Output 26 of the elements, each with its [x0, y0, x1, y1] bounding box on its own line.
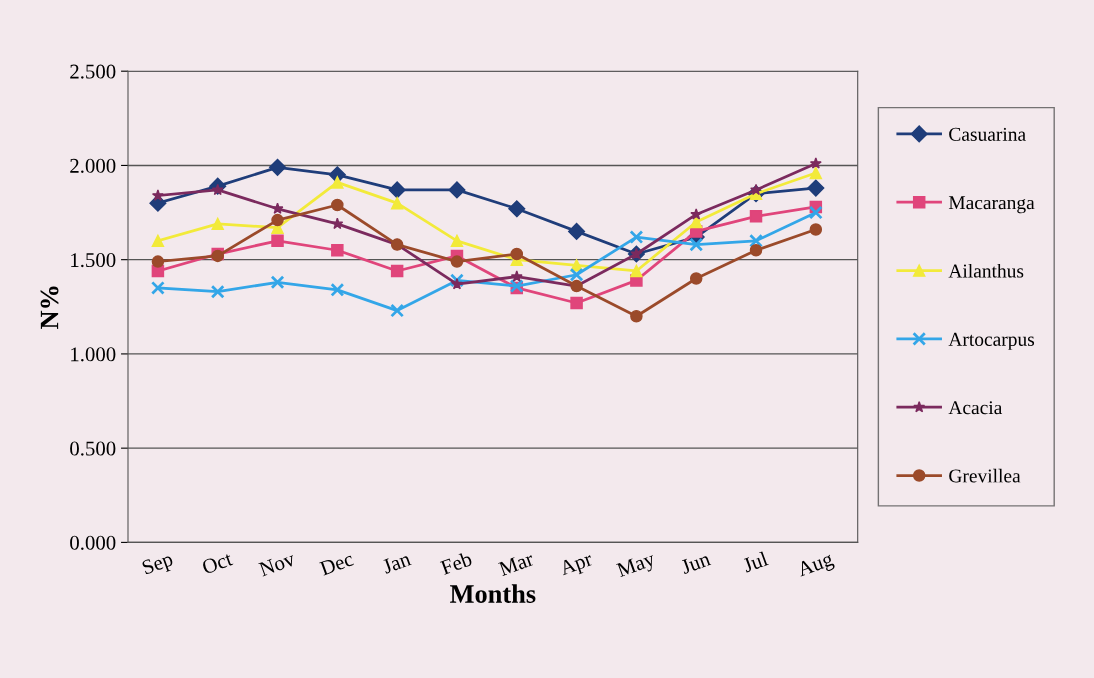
x-tick-label: Nov	[258, 551, 297, 577]
x-tick-label: Aug	[796, 551, 836, 581]
legend-label: Ailanthus	[948, 263, 1024, 278]
x-axis-title: Months	[450, 584, 536, 603]
x-tick-label: Mar	[498, 551, 535, 577]
x-tick-label: Feb	[439, 551, 473, 575]
legend-label: Artocarpus	[948, 332, 1035, 350]
x-tick-label: Dec	[319, 551, 355, 576]
legend-label: Macaranga	[948, 196, 1035, 214]
x-tick-label: Jan	[381, 551, 412, 574]
y-tick-label: 2.500	[70, 64, 116, 79]
x-tick-label: Jun	[680, 551, 712, 575]
y-tick-label: 1.500	[71, 253, 116, 268]
y-tick-label: 0.000	[70, 535, 116, 550]
legend-label: Grevillea	[949, 468, 1021, 483]
x-tick-label: Jul	[741, 550, 769, 573]
y-axis-title: N%	[40, 286, 59, 330]
y-tick-label: 1.000	[71, 347, 116, 362]
y-tick-label: 2.000	[70, 158, 116, 173]
y-tick-label: 0.500	[70, 441, 116, 456]
legend-label: Acacia	[948, 401, 1003, 415]
x-tick-label: Apr	[558, 551, 595, 580]
x-tick-label: Oct	[201, 551, 234, 575]
legend-label: Casuarina	[949, 127, 1026, 141]
x-tick-label: May	[616, 551, 658, 582]
x-tick-label: Sep	[141, 551, 176, 579]
